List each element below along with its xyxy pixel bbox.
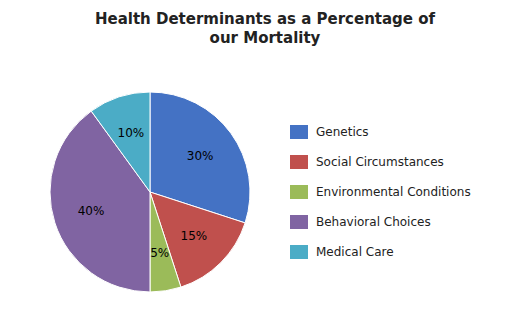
data-label: 30%	[187, 149, 214, 163]
data-label: 10%	[118, 126, 145, 140]
data-label: 40%	[78, 204, 105, 218]
legend-label: Behavioral Choices	[316, 215, 431, 229]
data-label: 15%	[181, 229, 208, 243]
legend-label: Medical Care	[316, 245, 394, 259]
legend-label: Genetics	[316, 125, 369, 139]
legend-swatch	[290, 215, 308, 229]
background	[0, 0, 530, 309]
chart: Health Determinants as a Percentage ofou…	[0, 0, 530, 309]
legend-label: Social Circumstances	[316, 155, 444, 169]
pie-slice	[50, 111, 150, 292]
legend-swatch	[290, 155, 308, 169]
legend: Genetics Social Circumstances Environmenta…	[290, 125, 471, 259]
title: Health Determinants as a Percentage ofou…	[95, 10, 436, 47]
legend-swatch	[290, 125, 308, 139]
title-line: our Mortality	[210, 29, 321, 47]
pie-slice	[150, 192, 181, 292]
pie	[50, 92, 250, 292]
data-label: 5%	[150, 246, 169, 260]
chart-container: Health Determinants as a Percentage ofou…	[0, 0, 530, 309]
legend-label: Environmental Conditions	[316, 185, 471, 199]
title-line: Health Determinants as a Percentage of	[95, 10, 436, 28]
legend-swatch	[290, 245, 308, 259]
data-labels: 30% 15% 5% 40% 10%	[78, 126, 214, 260]
legend-swatch	[290, 185, 308, 199]
pie-slice	[91, 92, 150, 192]
